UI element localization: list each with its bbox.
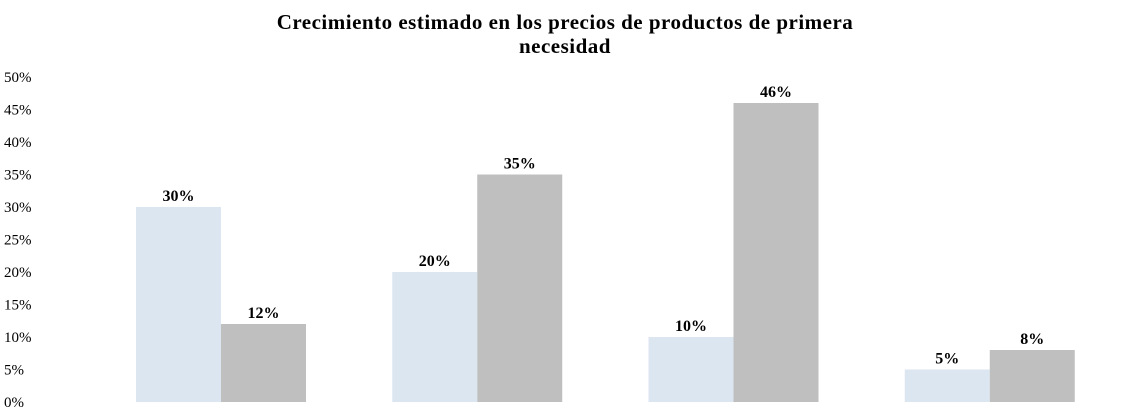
data-label: 5% bbox=[935, 351, 959, 368]
y-tick-label: 50% bbox=[4, 70, 32, 86]
y-tick-label: 15% bbox=[4, 298, 32, 314]
y-tick-label: 30% bbox=[4, 200, 32, 216]
bar bbox=[733, 103, 819, 402]
data-label: 20% bbox=[419, 253, 451, 270]
data-label: 8% bbox=[1020, 331, 1044, 348]
bar bbox=[989, 350, 1075, 402]
chart-title-line-1: Crecimiento estimado en los precios de p… bbox=[276, 10, 854, 34]
chart-title-line-2: necesidad bbox=[518, 34, 611, 58]
y-tick-label: 25% bbox=[4, 233, 32, 249]
chart-title: Crecimiento estimado en los precios de p… bbox=[0, 10, 1130, 58]
bar bbox=[392, 272, 478, 402]
y-tick-label: 10% bbox=[4, 330, 32, 346]
y-tick-label: 5% bbox=[4, 363, 24, 379]
y-tick-label: 40% bbox=[4, 135, 32, 151]
bar bbox=[904, 369, 990, 402]
data-label: 30% bbox=[163, 188, 195, 205]
y-tick-label: 35% bbox=[4, 168, 32, 184]
bar bbox=[221, 324, 306, 402]
data-label: 10% bbox=[675, 318, 707, 335]
bar bbox=[136, 207, 221, 402]
data-label: 46% bbox=[760, 84, 792, 101]
data-label: 35% bbox=[504, 156, 536, 173]
data-label: 12% bbox=[248, 305, 280, 322]
bar bbox=[648, 337, 734, 402]
y-tick-label: 20% bbox=[4, 265, 32, 281]
y-tick-label: 45% bbox=[4, 103, 32, 119]
y-tick-label: 0% bbox=[4, 395, 24, 410]
bar bbox=[477, 174, 563, 402]
